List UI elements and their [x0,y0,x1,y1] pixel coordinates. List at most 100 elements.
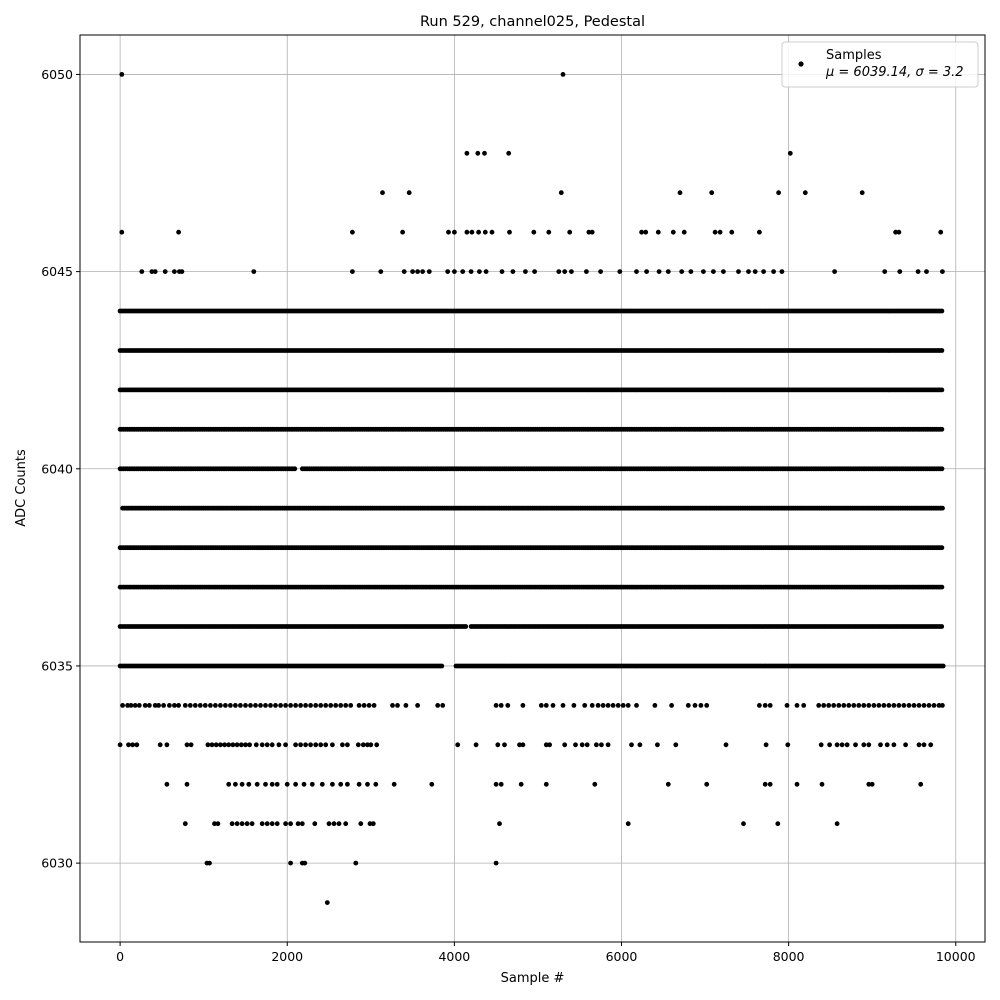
data-point [600,703,606,708]
data-point [871,703,877,708]
data-point [247,742,253,748]
x-tick-label: 8000 [773,949,805,964]
data-point [415,703,420,708]
data-point [308,703,313,708]
data-point [940,703,945,708]
data-point [637,742,643,748]
data-point [634,703,639,708]
data-point [460,269,466,274]
data-point [939,387,945,393]
data-point [538,703,544,708]
data-point [776,190,781,196]
data-point [288,821,293,827]
data-point [489,229,495,235]
data-point [243,703,248,708]
data-point [374,742,380,748]
data-point [309,781,315,787]
data-point [928,742,934,748]
data-point [762,703,768,708]
data-point [303,742,308,748]
data-point [818,742,824,748]
data-point [832,269,837,274]
data-point [816,703,822,708]
data-point [704,703,710,708]
data-point [821,703,827,708]
data-point [410,269,415,274]
data-point [560,703,566,708]
data-point [426,269,432,274]
data-point [916,742,922,748]
data-point [446,229,451,235]
data-point [518,781,524,787]
data-point [401,269,407,274]
data-point [757,229,762,235]
data-point [188,742,194,748]
data-point [336,821,342,827]
data-point [499,269,505,274]
data-point [313,703,319,708]
data-point [303,703,308,708]
data-point [794,703,800,708]
data-point [896,229,902,235]
data-point [248,703,253,708]
data-point [328,703,334,708]
data-point [834,821,840,827]
data-point [712,229,718,235]
data-point [343,703,349,708]
data-point [222,742,228,748]
data-point [239,781,245,787]
data-point [556,269,562,274]
data-point [473,742,479,748]
data-point [469,229,475,235]
data-point [834,742,840,748]
data-point [345,742,350,748]
legend-marker [798,61,804,67]
data-point [846,703,852,708]
data-point [669,703,674,708]
data-point [531,229,537,235]
data-point [400,229,405,235]
data-point [276,742,282,748]
data-point [546,229,552,235]
data-point [136,703,142,708]
data-point [617,269,623,274]
data-point [681,229,687,235]
data-point [360,742,366,748]
data-point [318,703,324,708]
data-point [757,703,762,708]
data-point [326,821,332,827]
data-point [505,703,511,708]
data-point [784,703,790,708]
data-point [940,505,945,511]
data-point [176,229,182,235]
data-point [319,781,325,787]
data-point [213,742,219,748]
data-point [368,742,374,748]
data-point [573,742,578,748]
data-point [605,703,611,708]
data-point [263,703,268,708]
data-point [498,781,504,787]
data-point [752,269,758,274]
data-point [906,703,912,708]
data-point [936,703,942,708]
data-point [288,703,293,708]
data-point [701,269,706,274]
data-point [723,742,729,748]
data-point [939,584,945,590]
data-point [152,269,158,274]
data-point [801,703,807,708]
data-point [343,821,349,827]
data-point [126,742,131,748]
data-point [736,269,741,274]
data-point [162,269,168,274]
data-point [324,900,330,905]
data-point [939,624,945,629]
data-point [233,781,238,787]
data-point [350,229,355,235]
data-point [939,348,945,353]
data-point [134,742,140,748]
data-point [520,742,526,748]
data-point [918,781,924,787]
